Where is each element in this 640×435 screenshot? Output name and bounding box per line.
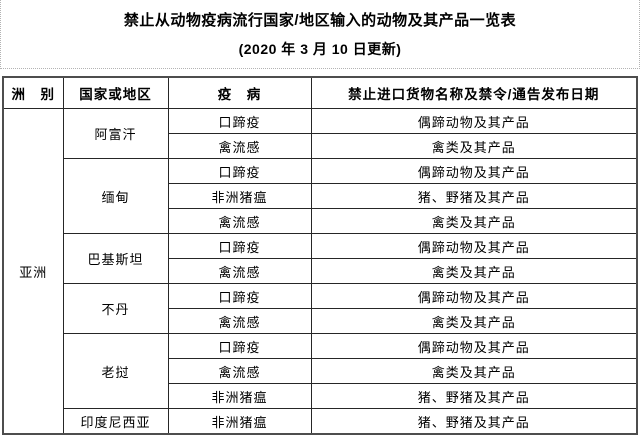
table-row: 巴基斯坦 口蹄疫 偶蹄动物及其产品 (3, 233, 638, 284)
goods-cell: 禽类及其产品 (310, 133, 638, 159)
country-cell: 老挝 (62, 333, 169, 409)
import-ban-table: 洲 别 国家或地区 疫 病 禁止进口货物名称及禁令/通告发布日期 亚洲 阿富汗 … (2, 76, 638, 435)
table-row: 非洲猪瘟 猪、野猪及其产品 (3, 383, 638, 409)
disease-cell: 禽流感 (167, 258, 312, 284)
disease-cell: 禽流感 (167, 133, 312, 159)
continent-cell: 亚洲 (2, 108, 64, 435)
header-row: 洲 别 国家或地区 疫 病 禁止进口货物名称及禁令/通告发布日期 (2, 76, 638, 109)
disease-cell: 非洲猪瘟 (167, 183, 312, 209)
disease-cell: 口蹄疫 (167, 108, 312, 134)
column-header-disease: 疫 病 (167, 76, 312, 109)
table-row: 老挝 口蹄疫 偶蹄动物及其产品 (3, 333, 638, 409)
disease-cell: 禽流感 (167, 208, 312, 234)
country-cell: 不丹 (62, 283, 169, 334)
goods-cell: 偶蹄动物及其产品 (310, 108, 638, 134)
country-cell: 印度尼西亚 (62, 408, 169, 435)
table-row: 亚洲 阿富汗 口蹄疫 偶蹄动物及其产品 (2, 108, 638, 435)
disease-cell: 口蹄疫 (167, 233, 312, 259)
disease-cell: 禽流感 (167, 358, 312, 384)
disease-cell: 口蹄疫 (167, 158, 312, 184)
goods-cell: 偶蹄动物及其产品 (310, 233, 638, 259)
country-cell: 阿富汗 (62, 108, 169, 159)
column-header-continent: 洲 别 (2, 76, 64, 109)
goods-cell: 偶蹄动物及其产品 (310, 158, 638, 184)
disease-cell: 口蹄疫 (167, 333, 312, 359)
disease-cell: 禽流感 (167, 308, 312, 334)
country-cell: 缅甸 (62, 158, 169, 234)
table-row: 禽流感 禽类及其产品 (3, 258, 638, 284)
goods-cell: 禽类及其产品 (310, 258, 638, 284)
goods-cell: 猪、野猪及其产品 (310, 183, 638, 209)
table-row: 不丹 口蹄疫 偶蹄动物及其产品 (3, 283, 638, 334)
goods-cell: 禽类及其产品 (310, 208, 638, 234)
disease-cell: 口蹄疫 (167, 283, 312, 309)
table-row: 禽流感 禽类及其产品 (3, 133, 638, 159)
table-row: 禽流感 禽类及其产品 (3, 308, 638, 334)
disease-cell: 非洲猪瘟 (167, 408, 312, 435)
country-cell: 巴基斯坦 (62, 233, 169, 284)
column-header-goods: 禁止进口货物名称及禁令/通告发布日期 (310, 76, 638, 109)
table-row: 禽流感 禽类及其产品 (3, 358, 638, 384)
goods-cell: 猪、野猪及其产品 (310, 383, 638, 409)
document-subtitle: (2020 年 3 月 10 日更新) (238, 41, 402, 57)
document-title: 禁止从动物疫病流行国家/地区输入的动物及其产品一览表 (123, 12, 517, 29)
column-header-country: 国家或地区 (62, 76, 169, 109)
goods-cell: 禽类及其产品 (310, 308, 638, 334)
table-row: 禽流感 禽类及其产品 (3, 208, 638, 234)
title-block: 禁止从动物疫病流行国家/地区输入的动物及其产品一览表 (2020 年 3 月 1… (0, 0, 640, 69)
table-row: 缅甸 口蹄疫 偶蹄动物及其产品 (3, 158, 638, 234)
goods-cell: 偶蹄动物及其产品 (310, 283, 638, 309)
goods-cell: 偶蹄动物及其产品 (310, 333, 638, 359)
table-row: 印度尼西亚 非洲猪瘟 猪、野猪及其产品 (3, 408, 638, 435)
goods-cell: 禽类及其产品 (310, 358, 638, 384)
goods-cell: 猪、野猪及其产品 (310, 408, 638, 435)
table-row: 非洲猪瘟 猪、野猪及其产品 (3, 183, 638, 209)
disease-cell: 非洲猪瘟 (167, 383, 312, 409)
